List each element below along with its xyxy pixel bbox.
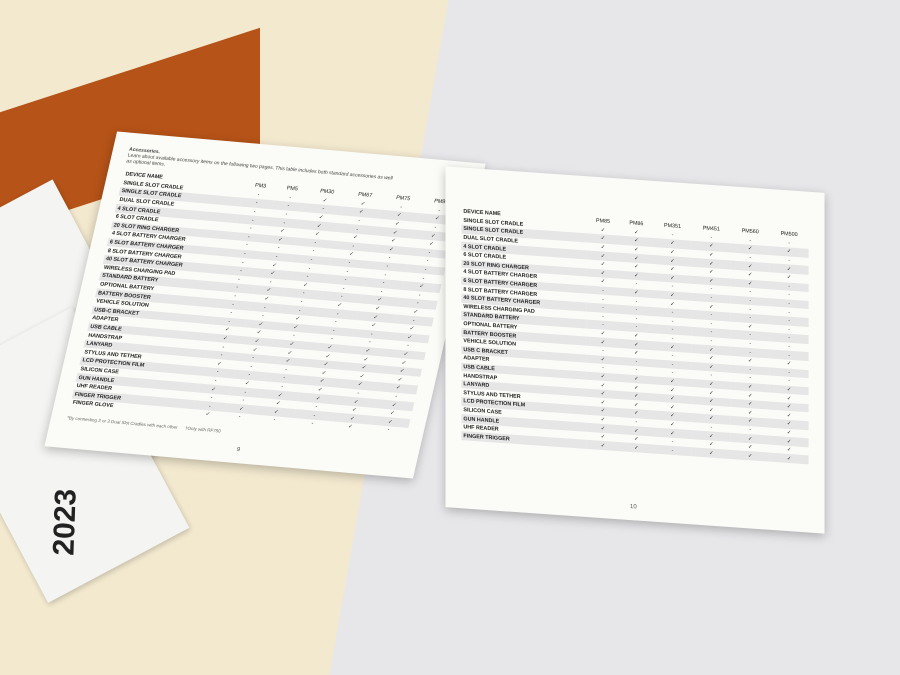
- cell: ✓: [730, 450, 770, 462]
- cell: ✓: [586, 440, 620, 452]
- cover-year: 2023: [47, 488, 83, 557]
- table: DEVICE NAME PM3 PM5 PM30 PM67 PM75 PM90 SINGLE …: [70, 170, 461, 436]
- left-page: Accessories. Learn about available access…: [44, 131, 486, 479]
- right-page: DEVICE NAME PM85 PM86 PM351 PM451 PM560 PM500 S…: [445, 166, 825, 534]
- footnote: †Only with RF750: [184, 425, 222, 434]
- footnote: *By connecting 2 or 3 Dual Slot Cradles …: [66, 414, 179, 430]
- cell: -: [237, 414, 242, 421]
- cell: ✓: [691, 447, 731, 459]
- table: DEVICE NAME PM85 PM86 PM351 PM451 PM560 PM500 S…: [461, 208, 809, 465]
- page-number: 10: [630, 504, 637, 511]
- cell: ✓: [204, 411, 211, 418]
- cell: ✓: [769, 453, 809, 465]
- cell: ✓: [619, 442, 654, 454]
- cell: -: [653, 444, 692, 457]
- page-number: 9: [235, 447, 241, 454]
